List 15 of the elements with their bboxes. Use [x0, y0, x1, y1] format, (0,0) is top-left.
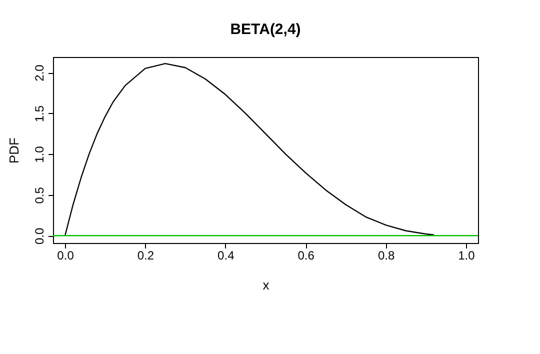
y-axis-title: PDF [6, 137, 22, 164]
y-tick-label: 2.0 [32, 64, 46, 82]
y-tick-label: 0.5 [32, 186, 46, 204]
x-tick-label: 0.0 [57, 248, 74, 262]
x-tick-label: 0.2 [137, 248, 154, 262]
y-tick-label: 1.0 [32, 146, 46, 163]
line-series [64, 62, 434, 236]
x-tick-label: 0.6 [298, 248, 315, 262]
x-tick-label: 0.8 [378, 248, 395, 262]
y-tick-label: 1.5 [32, 105, 46, 122]
x-tick-label: 0.4 [218, 248, 235, 262]
x-tick-label: 1.0 [458, 248, 476, 262]
x-axis-title: x [262, 278, 270, 292]
chart-title: BETA(2,4) [230, 21, 301, 38]
y-tick-label: 0.0 [32, 227, 46, 244]
